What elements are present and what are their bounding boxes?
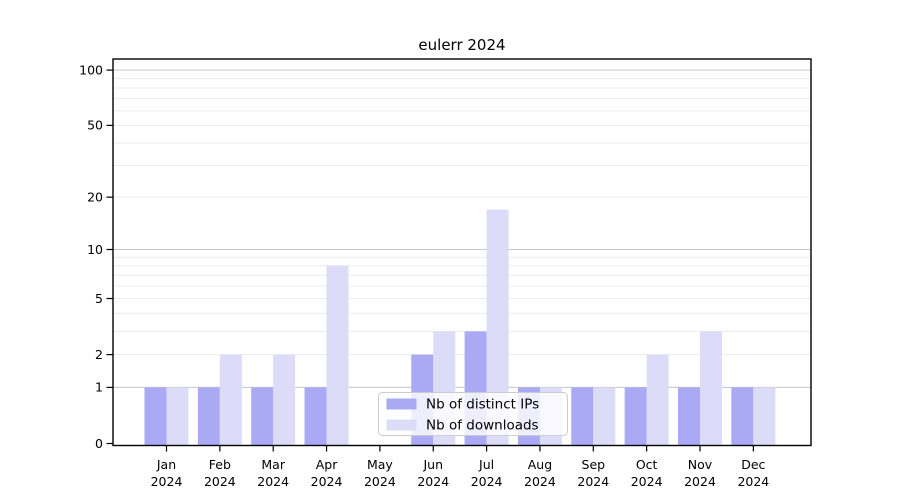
legend-box [378, 392, 568, 436]
x-tick-label-jan: Jan 2024 [151, 457, 183, 489]
axes-layer: 0 1 2 5 10 20 50 100 Jan 2024 Feb 2024 Mar 2024 Apr 202… [79, 62, 769, 489]
y-tick-label-100: 100 [79, 62, 103, 77]
bar-oct-downloads [646, 354, 669, 446]
bar-oct-distinct-ips [624, 387, 647, 446]
x-tick-label-jun: Jun 2024 [417, 457, 449, 489]
legend-label-distinct-ips: Nb of distinct IPs [426, 397, 539, 413]
x-tick-label-dec: Dec 2024 [737, 457, 769, 489]
bar-feb-downloads [219, 354, 242, 446]
x-tick-label-jul: Jul 2024 [471, 457, 503, 489]
legend-swatch-downloads [386, 419, 417, 431]
bar-mar-distinct-ips [251, 387, 274, 446]
bar-apr-downloads [326, 265, 349, 446]
x-tick-label-nov: Nov 2024 [684, 457, 716, 489]
y-tick-label-5: 5 [95, 291, 103, 306]
bar-dec-distinct-ips [731, 387, 754, 446]
x-tick-label-mar: Mar 2024 [257, 457, 289, 489]
y-tick-label-50: 50 [87, 118, 103, 133]
x-tick-label-aug: Aug 2024 [524, 457, 556, 489]
bars-layer [144, 209, 776, 446]
bar-feb-distinct-ips [197, 387, 220, 446]
bar-nov-distinct-ips [678, 387, 700, 446]
chart-title: eulerr 2024 [418, 36, 505, 54]
bar-apr-distinct-ips [304, 387, 327, 446]
legend: Nb of distinct IPs Nb of downloads [378, 392, 568, 436]
bar-mar-downloads [273, 354, 296, 446]
bar-dec-downloads [753, 387, 776, 446]
bar-nov-downloads [700, 331, 722, 446]
bar-sep-downloads [593, 387, 616, 446]
bar-jul-downloads [486, 209, 509, 446]
plot-border [112, 58, 812, 447]
legend-label-downloads: Nb of downloads [426, 418, 539, 434]
x-tick-label-feb: Feb 2024 [204, 457, 236, 489]
x-tick-label-sep: Sep 2024 [577, 457, 609, 489]
gridlines-layer [113, 69, 811, 388]
bar-jan-distinct-ips [144, 387, 167, 446]
bar-sep-distinct-ips [571, 387, 594, 446]
y-tick-label-20: 20 [87, 189, 103, 204]
x-tick-label-apr: Apr 2024 [311, 457, 343, 489]
bar-jan-downloads [166, 387, 189, 446]
x-tick-label-may: May 2024 [364, 457, 396, 489]
y-tick-label-2: 2 [95, 347, 103, 362]
y-tick-label-10: 10 [87, 242, 103, 257]
x-tick-label-oct: Oct 2024 [631, 457, 663, 489]
y-tick-label-0: 0 [95, 436, 103, 451]
legend-swatch-distinct-ips [386, 398, 417, 410]
y-tick-label-1: 1 [95, 380, 103, 395]
